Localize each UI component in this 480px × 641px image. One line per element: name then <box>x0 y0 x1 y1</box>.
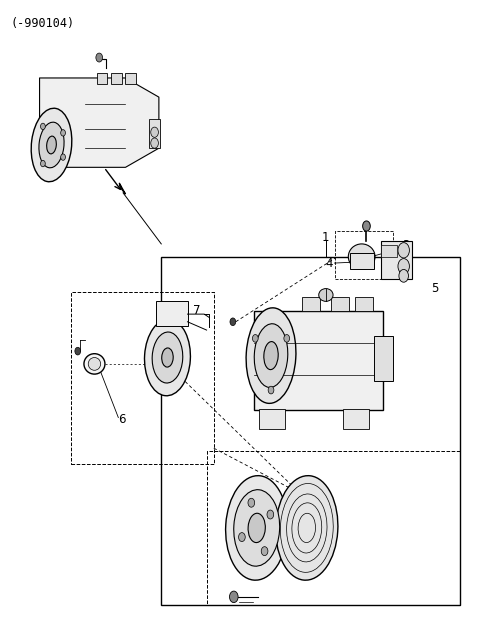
Polygon shape <box>120 184 125 194</box>
Circle shape <box>252 335 258 342</box>
Text: 6: 6 <box>118 413 126 426</box>
Bar <box>156 301 188 326</box>
Circle shape <box>261 547 268 556</box>
Circle shape <box>229 591 238 603</box>
Ellipse shape <box>47 136 56 154</box>
Circle shape <box>363 221 370 231</box>
Ellipse shape <box>162 348 173 367</box>
Bar <box>331 297 349 311</box>
Text: 5: 5 <box>431 282 438 295</box>
Bar <box>149 119 160 148</box>
Bar <box>161 256 459 604</box>
Circle shape <box>248 498 255 507</box>
Text: 3: 3 <box>402 238 409 252</box>
Bar <box>254 311 383 410</box>
Bar <box>350 253 373 269</box>
Text: 4: 4 <box>325 256 333 270</box>
Circle shape <box>40 160 45 167</box>
Text: 1: 1 <box>322 231 330 244</box>
Ellipse shape <box>226 476 288 580</box>
Bar <box>373 337 393 381</box>
Ellipse shape <box>264 342 278 370</box>
Ellipse shape <box>31 108 72 182</box>
Ellipse shape <box>152 332 183 383</box>
Circle shape <box>284 335 289 342</box>
Polygon shape <box>39 78 159 167</box>
Bar <box>343 408 369 429</box>
Circle shape <box>96 53 103 62</box>
Bar <box>259 408 285 429</box>
Circle shape <box>151 138 158 148</box>
Circle shape <box>230 318 236 326</box>
Text: 7: 7 <box>193 304 201 317</box>
Bar <box>355 297 372 311</box>
Ellipse shape <box>246 308 296 403</box>
Ellipse shape <box>88 358 101 370</box>
Circle shape <box>151 127 158 137</box>
Bar <box>381 241 412 279</box>
Circle shape <box>267 510 274 519</box>
Bar <box>97 73 108 85</box>
Circle shape <box>268 387 274 394</box>
Circle shape <box>75 347 81 355</box>
Bar <box>125 73 136 85</box>
Text: (-990104): (-990104) <box>11 17 75 30</box>
Bar <box>71 292 214 464</box>
Text: 2: 2 <box>254 356 262 369</box>
Bar <box>111 73 121 85</box>
Circle shape <box>40 123 45 129</box>
Ellipse shape <box>39 122 64 168</box>
Circle shape <box>399 269 408 282</box>
Ellipse shape <box>144 319 191 395</box>
Ellipse shape <box>254 324 288 387</box>
Bar <box>302 297 320 311</box>
Circle shape <box>398 243 409 258</box>
Ellipse shape <box>276 476 338 580</box>
Ellipse shape <box>234 490 280 566</box>
Bar <box>206 451 459 604</box>
Ellipse shape <box>319 288 333 301</box>
Ellipse shape <box>248 513 265 542</box>
Circle shape <box>239 533 245 542</box>
Bar <box>381 246 397 256</box>
Bar <box>336 231 393 279</box>
Ellipse shape <box>348 244 375 269</box>
Circle shape <box>398 258 409 274</box>
Circle shape <box>60 129 65 136</box>
Ellipse shape <box>84 354 105 374</box>
Circle shape <box>60 154 65 160</box>
